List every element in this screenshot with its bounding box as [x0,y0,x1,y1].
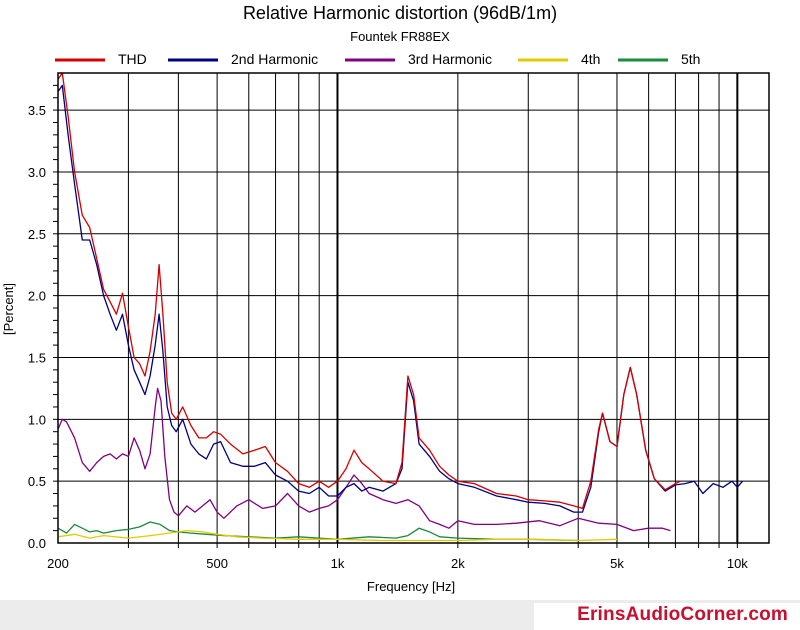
chart-title: Relative Harmonic distortion (96dB/1m) [243,3,557,23]
series-line-5th [57,521,579,542]
legend: THD 2nd Harmonic 3rd Harmonic 4th 5th [55,51,700,67]
series-line-thd [57,72,681,510]
legend-label: 2nd Harmonic [231,51,318,67]
x-tick-label: 5k [610,556,624,571]
chart-subtitle: Fountek FR88EX [350,29,450,44]
x-tick-labels: 200 500 1k 2k 5k 10k [47,556,748,571]
series-layer [57,72,743,542]
y-tick-label: 3.5 [28,103,46,118]
y-tick-label: 0.0 [28,536,46,551]
legend-label: 3rd Harmonic [408,51,492,67]
distortion-chart: Relative Harmonic distortion (96dB/1m) F… [1,3,770,594]
x-axis-label: Frequency [Hz] [367,579,455,594]
y-tick-labels: 0.0 0.5 1.0 1.5 2.0 2.5 3.0 3.5 [28,103,46,551]
x-tick-label: 500 [206,556,228,571]
y-tick-label: 2.5 [28,227,46,242]
y-axis-label: [Percent] [1,283,16,335]
y-tick-label: 1.0 [28,412,46,427]
grid [53,73,769,548]
series-line-4th [57,529,618,542]
brand-box [534,603,800,630]
legend-label: THD [118,51,147,67]
y-tick-label: 0.5 [28,474,46,489]
legend-label: 5th [681,51,700,67]
y-tick-label: 1.5 [28,350,46,365]
y-tick-label: 3.0 [28,165,46,180]
series-line-3rd-harmonic [57,387,671,532]
x-tick-label: 1k [331,556,345,571]
x-tick-label: 2k [451,556,465,571]
plot-frame [57,72,770,544]
x-tick-label: 10k [727,556,748,571]
legend-label: 4th [581,51,600,67]
y-tick-label: 2.0 [28,289,46,304]
x-tick-label: 200 [47,556,69,571]
site-watermark: ErinsAudioCorner.com [577,604,788,625]
series-line-2nd-harmonic [57,84,743,513]
